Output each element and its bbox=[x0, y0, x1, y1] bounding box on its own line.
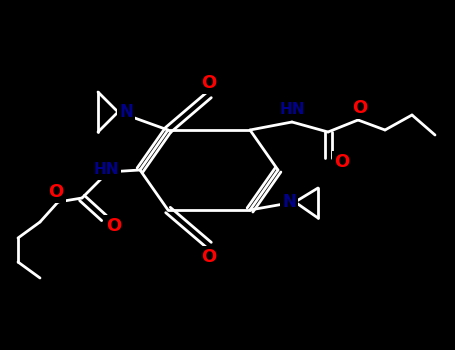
Text: HN: HN bbox=[93, 162, 119, 177]
Text: O: O bbox=[106, 217, 121, 235]
Text: N: N bbox=[119, 103, 133, 121]
Text: O: O bbox=[202, 74, 217, 92]
Text: O: O bbox=[352, 99, 368, 117]
Text: O: O bbox=[48, 183, 64, 201]
Text: O: O bbox=[202, 248, 217, 266]
Text: N: N bbox=[282, 193, 296, 211]
Text: HN: HN bbox=[279, 103, 305, 118]
Text: O: O bbox=[334, 153, 349, 171]
